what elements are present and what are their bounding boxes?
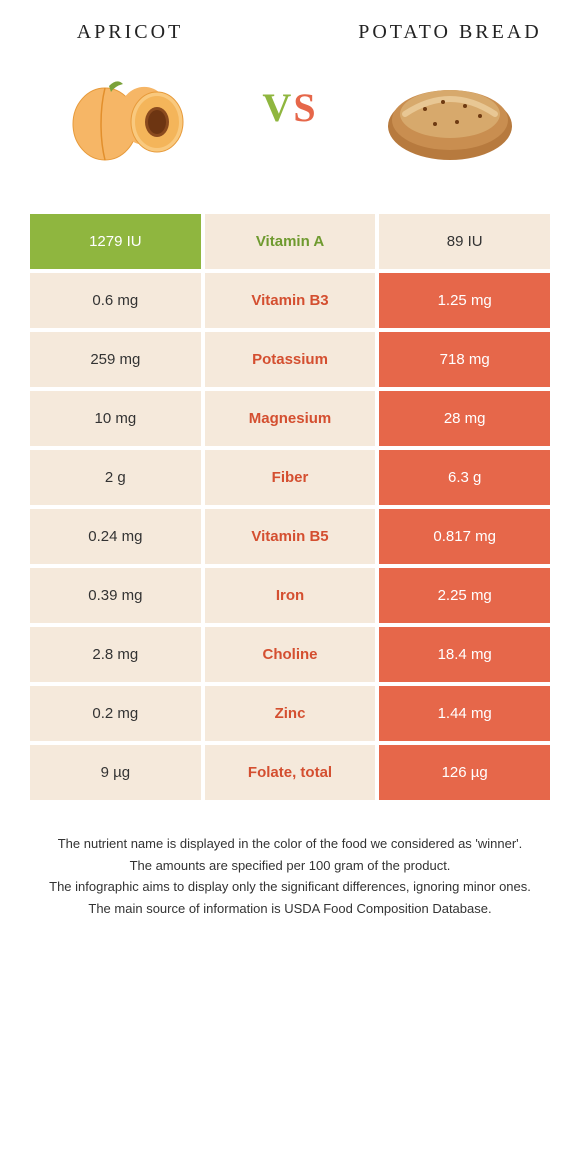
- left-value: 0.24 mg: [30, 509, 201, 564]
- left-value: 10 mg: [30, 391, 201, 446]
- nutrient-name: Choline: [205, 627, 376, 682]
- left-food-header: Apricot: [30, 20, 230, 194]
- left-value: 9 µg: [30, 745, 201, 800]
- left-value: 0.39 mg: [30, 568, 201, 623]
- right-value: 18.4 mg: [379, 627, 550, 682]
- table-row: 2 gFiber6.3 g: [30, 450, 550, 505]
- nutrient-name: Vitamin A: [205, 214, 376, 269]
- apricot-icon: [30, 44, 230, 194]
- right-value: 6.3 g: [379, 450, 550, 505]
- footnotes: The nutrient name is displayed in the co…: [30, 834, 550, 918]
- left-food-title: Apricot: [30, 20, 230, 44]
- comparison-table: 1279 IUVitamin A89 IU0.6 mgVitamin B31.2…: [30, 214, 550, 804]
- right-value: 89 IU: [379, 214, 550, 269]
- nutrient-name: Magnesium: [205, 391, 376, 446]
- right-value: 1.25 mg: [379, 273, 550, 328]
- left-value: 1279 IU: [30, 214, 201, 269]
- nutrient-name: Iron: [205, 568, 376, 623]
- nutrient-name: Folate, total: [205, 745, 376, 800]
- nutrient-name: Fiber: [205, 450, 376, 505]
- right-value: 0.817 mg: [379, 509, 550, 564]
- table-row: 0.6 mgVitamin B31.25 mg: [30, 273, 550, 328]
- table-row: 0.24 mgVitamin B50.817 mg: [30, 509, 550, 564]
- nutrient-name: Vitamin B3: [205, 273, 376, 328]
- left-value: 0.6 mg: [30, 273, 201, 328]
- left-value: 0.2 mg: [30, 686, 201, 741]
- vs-v: V: [262, 85, 293, 130]
- table-row: 0.2 mgZinc1.44 mg: [30, 686, 550, 741]
- right-value: 28 mg: [379, 391, 550, 446]
- table-row: 0.39 mgIron2.25 mg: [30, 568, 550, 623]
- comparison-header: Apricot VS Potato bread: [0, 0, 580, 204]
- table-row: 9 µgFolate, total126 µg: [30, 745, 550, 800]
- footnote-line: The nutrient name is displayed in the co…: [30, 834, 550, 854]
- right-value: 718 mg: [379, 332, 550, 387]
- right-food-header: Potato bread: [350, 20, 550, 194]
- nutrient-name: Zinc: [205, 686, 376, 741]
- nutrient-name: Potassium: [205, 332, 376, 387]
- table-row: 259 mgPotassium718 mg: [30, 332, 550, 387]
- table-row: 10 mgMagnesium28 mg: [30, 391, 550, 446]
- vs-label: VS: [262, 84, 317, 131]
- nutrient-name: Vitamin B5: [205, 509, 376, 564]
- left-value: 2 g: [30, 450, 201, 505]
- right-value: 1.44 mg: [379, 686, 550, 741]
- footnote-line: The infographic aims to display only the…: [30, 877, 550, 897]
- left-value: 259 mg: [30, 332, 201, 387]
- right-value: 2.25 mg: [379, 568, 550, 623]
- footnote-line: The amounts are specified per 100 gram o…: [30, 856, 550, 876]
- table-row: 2.8 mgCholine18.4 mg: [30, 627, 550, 682]
- footnote-line: The main source of information is USDA F…: [30, 899, 550, 919]
- bread-icon: [350, 44, 550, 194]
- table-row: 1279 IUVitamin A89 IU: [30, 214, 550, 269]
- left-value: 2.8 mg: [30, 627, 201, 682]
- right-value: 126 µg: [379, 745, 550, 800]
- vs-s: S: [293, 85, 317, 130]
- right-food-title: Potato bread: [350, 20, 550, 44]
